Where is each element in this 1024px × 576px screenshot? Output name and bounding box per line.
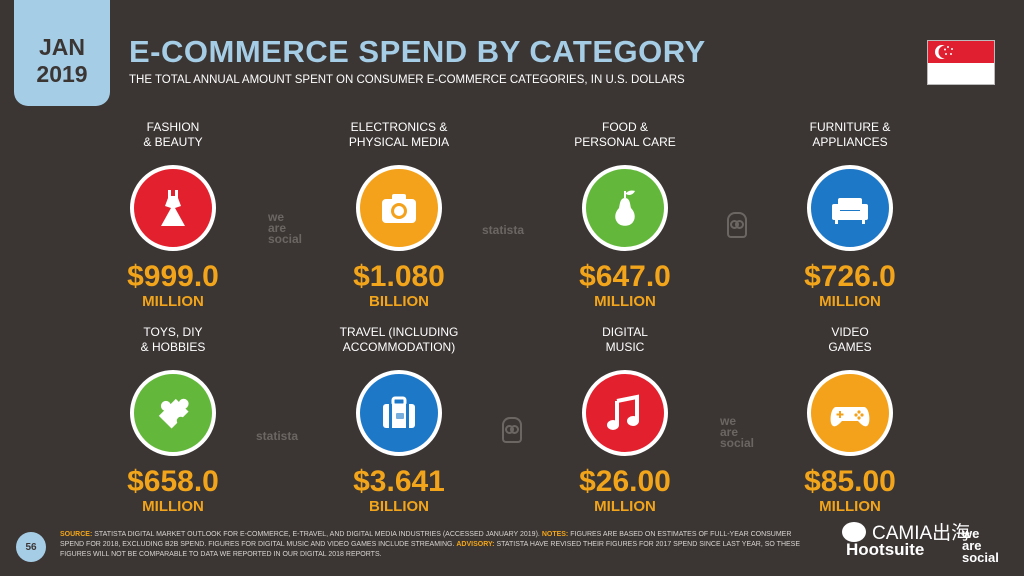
amount-unit: MILLION (142, 498, 204, 515)
amount-unit: MILLION (594, 293, 656, 310)
category-label: FOOD & PERSONAL CARE (574, 120, 676, 149)
statista-watermark: statista (482, 223, 525, 237)
amount-value: $1.080 (353, 260, 445, 293)
category-card-food: FOOD & PERSONAL CARE $647.0 MILLION (525, 120, 725, 311)
page-number: 56 (16, 532, 46, 562)
category-label: TOYS, DIY & HOBBIES (140, 325, 206, 354)
category-card-travel: TRAVEL (INCLUDING ACCOMMODATION) $3.641 B… (299, 325, 499, 516)
category-label: ELECTRONICS & PHYSICAL MEDIA (348, 120, 450, 149)
we-are-social-watermark: we are social (268, 210, 303, 246)
amount-value: $26.00 (579, 465, 671, 498)
amount-unit: MILLION (594, 498, 656, 515)
amount-value: $85.00 (804, 465, 896, 498)
category-label: FURNITURE & APPLIANCES (809, 120, 891, 149)
amount-unit: BILLION (369, 498, 429, 515)
we-are-social-watermark: we are social (720, 414, 755, 450)
date-badge: JAN 2019 (14, 0, 110, 106)
sofa-icon (807, 165, 893, 251)
category-card-games: VIDEO GAMES $85.00 MILLION (750, 325, 950, 516)
amount-value: $658.0 (127, 465, 219, 498)
owl-logo-icon (502, 417, 522, 443)
category-card-fashion: FASHION & BEAUTY $999.0 MILLION (73, 120, 273, 311)
gamepad-icon (807, 370, 893, 456)
hootsuite-logo: Hootsuite (846, 540, 925, 559)
amount-unit: MILLION (142, 293, 204, 310)
amount-value: $3.641 (353, 465, 445, 498)
we-are-social-logo: we are social (962, 526, 999, 565)
category-label: VIDEO GAMES (828, 325, 872, 354)
page-title: E-COMMERCE SPEND BY CATEGORY (129, 34, 706, 69)
category-card-electronics: ELECTRONICS & PHYSICAL MEDIA $1.080 BILLI… (299, 120, 499, 311)
footnote: SOURCE: STATISTA DIGITAL MARKET OUTLOOK … (60, 531, 800, 558)
amount-unit: MILLION (819, 293, 881, 310)
amount-unit: MILLION (819, 498, 881, 515)
category-card-furniture: FURNITURE & APPLIANCES $726.0 MILLION (750, 120, 950, 311)
wechat-icon (842, 521, 866, 542)
category-label: FASHION & BEAUTY (143, 120, 203, 149)
date-month: JAN (38, 34, 85, 60)
amount-unit: BILLION (369, 293, 429, 310)
amount-value: $647.0 (579, 260, 671, 293)
amount-value: $999.0 (127, 260, 219, 293)
statista-watermark: statista (256, 429, 299, 443)
puzzle-icon (130, 370, 216, 456)
category-card-music: DIGITAL MUSIC $26.00 MILLION (525, 325, 725, 516)
pear-icon (582, 165, 668, 251)
category-label: DIGITAL MUSIC (602, 325, 648, 354)
camia-brand: CAMIA出海 (842, 518, 970, 545)
category-card-toys: TOYS, DIY & HOBBIES $658.0 MILLION (73, 325, 273, 516)
dress-icon (130, 165, 216, 251)
date-year: 2019 (36, 61, 88, 87)
owl-logo-icon (727, 212, 747, 238)
camera-icon (356, 165, 442, 251)
amount-value: $726.0 (804, 260, 896, 293)
category-label: TRAVEL (INCLUDING ACCOMMODATION) (339, 325, 459, 354)
suitcase-icon (356, 370, 442, 456)
page-subtitle: THE TOTAL ANNUAL AMOUNT SPENT ON CONSUME… (129, 74, 685, 86)
music-note-icon (582, 370, 668, 456)
singapore-flag-icon (927, 40, 995, 85)
